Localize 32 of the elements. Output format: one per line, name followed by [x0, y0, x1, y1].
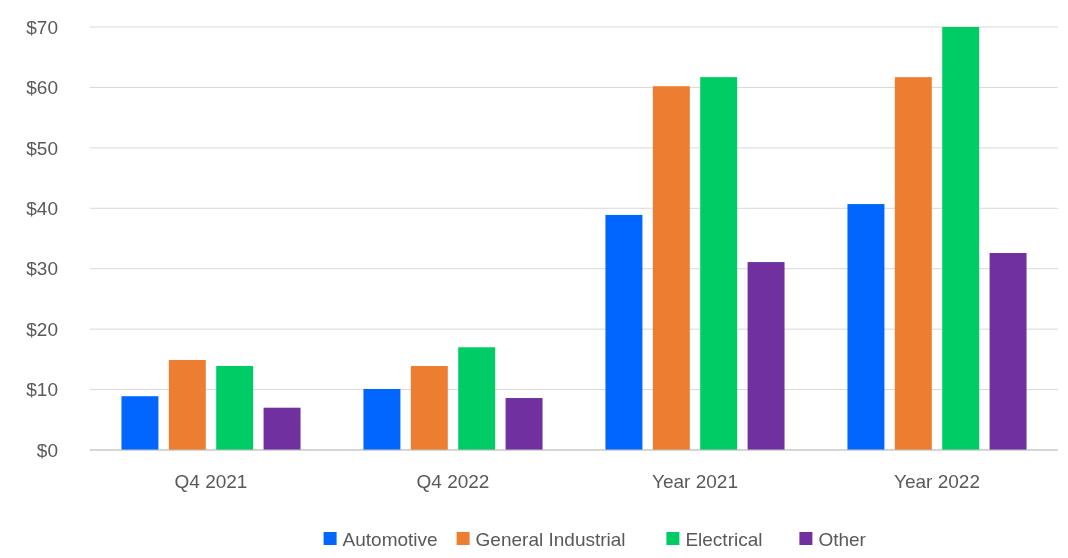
y-tick-label: $50	[26, 137, 58, 159]
bar	[505, 398, 543, 450]
x-tick-label: Year 2022	[894, 471, 980, 492]
legend-label: General Industrial	[475, 529, 626, 550]
bar	[605, 214, 643, 450]
x-tick-label: Year 2021	[652, 471, 738, 492]
bar	[168, 359, 206, 450]
y-tick-label: $60	[26, 77, 58, 99]
y-tick-label: $10	[26, 379, 58, 401]
legend-label: Automotive	[342, 529, 438, 550]
bar	[458, 347, 496, 450]
bar	[363, 388, 401, 450]
bar	[263, 407, 301, 450]
bar	[847, 204, 885, 450]
y-tick-label: $70	[26, 16, 58, 38]
y-tick-label: $40	[26, 197, 58, 219]
x-tick-label: Q4 2021	[174, 471, 248, 492]
bar	[652, 86, 690, 450]
y-tick-label: $30	[26, 258, 58, 280]
bar	[700, 77, 738, 450]
bar	[894, 77, 932, 450]
x-tick-label: Q4 2022	[416, 471, 490, 492]
legend-label: Other	[818, 529, 867, 550]
bar	[747, 262, 785, 450]
bar	[989, 253, 1027, 450]
bar	[942, 27, 980, 450]
bar	[410, 366, 448, 450]
legend-label: Electrical	[685, 529, 763, 550]
bar	[121, 396, 159, 450]
y-tick-label: $0	[36, 439, 58, 461]
bar	[216, 366, 254, 450]
y-tick-label: $20	[26, 318, 58, 340]
